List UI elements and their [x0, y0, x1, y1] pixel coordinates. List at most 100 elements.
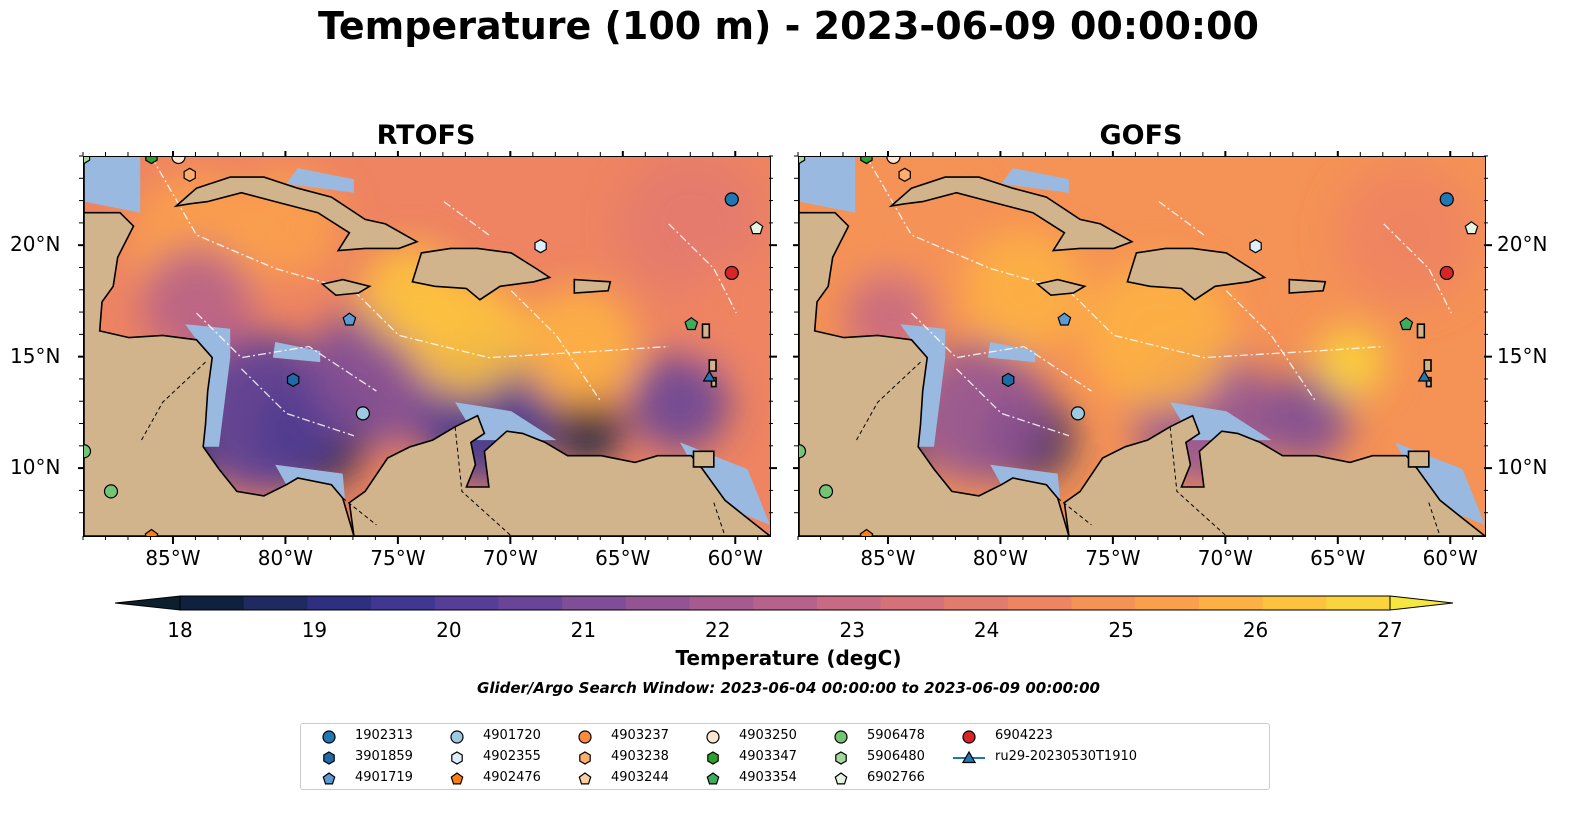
- temperature-anomaly: [552, 393, 623, 464]
- country-border: [454, 426, 512, 536]
- legend-label: 4903354: [739, 770, 797, 785]
- float-marker-6904223[interactable]: [724, 265, 739, 281]
- eez-boundary: [510, 290, 602, 403]
- temperature-anomaly: [1336, 165, 1477, 306]
- eez-boundary: [1068, 290, 1384, 359]
- eez-boundary: [353, 290, 669, 359]
- float-marker-3901859[interactable]: [1001, 372, 1015, 388]
- float-marker-4901720[interactable]: [355, 406, 370, 421]
- legend-marker-icon: [451, 751, 463, 765]
- legend-label: 4902476: [483, 770, 541, 785]
- float-marker-4903347[interactable]: [860, 157, 873, 165]
- float-marker-4902476[interactable]: [859, 528, 874, 537]
- eez-boundary: [668, 223, 737, 314]
- legend-marker-icon: [322, 772, 336, 785]
- temperature-map-gofs: [799, 157, 1485, 536]
- shelf-shallow-water: [799, 157, 856, 213]
- shelf-shallow-water: [286, 168, 354, 193]
- legend-marker-icon: [322, 730, 336, 744]
- float-marker-5906478[interactable]: [103, 484, 119, 499]
- map-panel-rtofs[interactable]: [83, 156, 771, 537]
- float-marker-3901859[interactable]: [286, 372, 300, 388]
- colorbar-segment: [1326, 596, 1391, 610]
- float-marker-4901719[interactable]: [1057, 312, 1072, 326]
- legend-marker-icon: [834, 730, 848, 744]
- float-marker-6902766[interactable]: [1464, 221, 1479, 235]
- colorbar-segment: [944, 596, 1009, 610]
- search-window-note: Glider/Argo Search Window: 2023-06-04 00…: [477, 679, 1100, 697]
- land: [701, 323, 711, 339]
- float-marker-5906480[interactable]: [84, 157, 91, 165]
- shelf-shallow-water: [272, 342, 321, 363]
- colorbar-segment: [816, 596, 882, 610]
- legend-marker-icon: [450, 730, 464, 744]
- float-marker-4901720[interactable]: [1070, 406, 1085, 421]
- lon-tick-label: 85°W: [145, 546, 201, 570]
- float-marker-4903354[interactable]: [1399, 316, 1414, 331]
- float-marker-4903238[interactable]: [183, 167, 196, 182]
- float-marker-4901719[interactable]: [342, 312, 357, 326]
- temperature-anomaly: [681, 258, 770, 369]
- float-marker-4902355[interactable]: [1249, 239, 1262, 254]
- float-marker-1902313[interactable]: [1439, 192, 1454, 207]
- float-marker-5906478[interactable]: [799, 444, 807, 459]
- float-marker-4903238[interactable]: [898, 167, 911, 182]
- float-marker-ru29-20230530T1910[interactable]: [1417, 369, 1431, 382]
- lon-tick-label: 75°W: [1085, 546, 1141, 570]
- temperature-anomaly: [630, 352, 731, 453]
- colorbar-tick-label: 27: [1377, 618, 1403, 642]
- float-marker-5906478[interactable]: [818, 484, 834, 499]
- eez-boundary: [240, 368, 355, 437]
- lon-tick-label: 80°W: [257, 546, 314, 570]
- colorbar-tick-label: 19: [301, 618, 328, 642]
- eez-boundary: [1158, 201, 1205, 236]
- country-border: [854, 361, 921, 443]
- country-border: [1428, 502, 1441, 536]
- land: [320, 278, 372, 297]
- land: [1416, 323, 1426, 339]
- float-marker-5906478[interactable]: [84, 444, 92, 459]
- colorbar-tick-label: 18: [167, 618, 193, 642]
- colorbar-segment: [371, 596, 436, 610]
- legend-marker-icon: [835, 751, 847, 765]
- colorbar-segment: [1071, 596, 1136, 610]
- float-marker-4903250[interactable]: [886, 157, 901, 165]
- float-marker-4903347[interactable]: [145, 157, 158, 165]
- colorbar-segment: [307, 596, 372, 610]
- colorbar-tick-label: 21: [570, 618, 597, 642]
- float-marker-4902476[interactable]: [144, 528, 159, 537]
- float-legend: 1902313 3901859 4901719 4901720 4902355 49024…: [300, 723, 1270, 790]
- temperature-anomaly: [841, 165, 982, 306]
- colorbar-tick-label: 22: [705, 618, 731, 642]
- float-marker-6902766[interactable]: [749, 221, 764, 235]
- temperature-map-rtofs: [84, 157, 770, 536]
- colorbar-tick-label: 26: [1242, 618, 1269, 642]
- legend-label: ru29-20230530T1910: [995, 749, 1138, 764]
- legend-marker-icon: [706, 772, 720, 785]
- eez-boundary: [443, 201, 490, 236]
- lon-tick-label: 65°W: [1310, 546, 1366, 570]
- float-marker-5906480[interactable]: [799, 157, 806, 165]
- land: [708, 359, 717, 372]
- legend-label: 4903237: [611, 728, 669, 743]
- land: [1126, 247, 1267, 301]
- float-marker-6904223[interactable]: [1439, 265, 1454, 281]
- eez-boundary: [1383, 223, 1452, 314]
- lon-tick-label: 70°W: [1197, 546, 1253, 570]
- colorbar-segment: [434, 596, 499, 610]
- float-marker-4903354[interactable]: [684, 316, 699, 331]
- legend-marker-icon: [578, 772, 592, 785]
- land: [173, 176, 419, 252]
- colorbar-segment: [1262, 596, 1327, 610]
- float-marker-4903250[interactable]: [171, 157, 186, 165]
- float-marker-ru29-20230530T1910[interactable]: [702, 369, 716, 382]
- legend-label: 6902766: [867, 770, 925, 785]
- float-marker-4902355[interactable]: [534, 239, 547, 254]
- float-marker-1902313[interactable]: [724, 192, 739, 207]
- colorbar-segment: [1007, 596, 1073, 610]
- colorbar-segment: [180, 596, 245, 610]
- map-panel-gofs[interactable]: [798, 156, 1486, 537]
- land: [84, 157, 355, 536]
- legend-label: 5906478: [867, 728, 925, 743]
- colorbar-segment: [1198, 596, 1264, 610]
